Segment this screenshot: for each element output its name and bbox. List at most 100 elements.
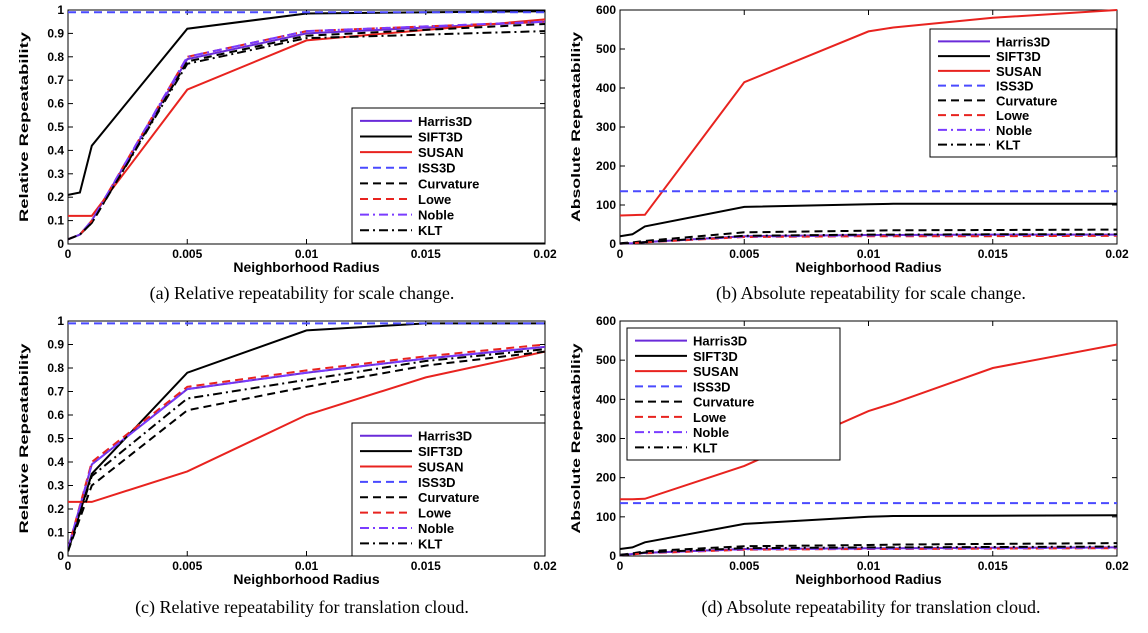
y-tick-label: 0.9 — [47, 338, 64, 352]
y-tick-label: 0.7 — [47, 385, 64, 399]
chart-panel: 0 0.005 0.01 0.015 0.02 0 100 200 300 400 500 600 Ne… — [569, 314, 1129, 618]
legend-label: Lowe — [996, 108, 1029, 123]
x-tick-label: 0.01 — [295, 247, 319, 261]
series-line — [620, 9, 1117, 217]
legend-label: ISS3D — [418, 475, 456, 490]
legend-box — [626, 327, 841, 461]
y-tick-label: 0.2 — [47, 502, 64, 516]
series-line — [68, 23, 545, 241]
y-tick-label: 0.6 — [47, 97, 64, 111]
legend-label: ISS3D — [996, 79, 1034, 94]
y-tick-label: 0.8 — [47, 50, 64, 64]
y-tick-label: 100 — [596, 198, 616, 212]
series-line — [620, 514, 1117, 550]
legend-box — [351, 422, 546, 557]
x-tick-label: 0.015 — [411, 247, 441, 261]
legend-label: Harris3D — [418, 114, 472, 129]
x-axis-label: Neighborhood Radius — [795, 571, 941, 587]
legend-label: Harris3D — [693, 334, 747, 349]
x-tick-label: 0 — [617, 559, 624, 573]
y-tick-label: 400 — [596, 81, 616, 95]
series-line — [68, 345, 545, 550]
y-tick-label: 0.3 — [47, 479, 64, 493]
legend-label: Curvature — [418, 176, 479, 191]
legend-label: Curvature — [418, 490, 479, 505]
figure-caption: (b) Absolute repeatability for scale cha… — [716, 283, 1026, 304]
legend-label: KLT — [693, 440, 717, 455]
y-axis-label: Relative Repeatability — [17, 32, 31, 222]
legend-label: ISS3D — [693, 379, 731, 394]
series-line — [620, 545, 1117, 557]
y-tick-label: 0.1 — [47, 526, 64, 540]
series-line — [68, 20, 545, 241]
chart-panel: 0 0.005 0.01 0.015 0.02 0 0.1 0.2 0.3 0.4 0.5 0.6 0.… — [17, 314, 557, 618]
legend-label: Noble — [693, 425, 729, 440]
legend-label: SIFT3D — [418, 444, 463, 459]
series-line — [68, 350, 545, 552]
x-tick-label: 0.005 — [172, 247, 202, 261]
y-tick-label: 0.9 — [47, 26, 64, 40]
x-tick-label: 0.015 — [411, 559, 441, 573]
legend-box — [351, 107, 546, 244]
legend-label: Lowe — [418, 192, 451, 207]
legend-label: SIFT3D — [996, 49, 1041, 64]
legend-label: Curvature — [996, 93, 1057, 108]
y-tick-label: 500 — [596, 42, 616, 56]
y-tick-label: 200 — [596, 159, 616, 173]
y-tick-label: 0.8 — [47, 361, 64, 375]
y-axis-label: Relative Repeatability — [17, 343, 31, 533]
x-tick-label: 0.02 — [1105, 559, 1129, 573]
x-tick-label: 0.01 — [295, 559, 319, 573]
y-tick-label: 1 — [57, 314, 64, 328]
legend-label: SUSAN — [996, 64, 1042, 79]
series-line — [68, 18, 545, 217]
y-tick-label: 200 — [596, 471, 616, 485]
x-tick-label: 0.015 — [978, 559, 1008, 573]
y-tick-label: 0.4 — [47, 455, 64, 469]
chart-panel: 0 0.005 0.01 0.015 0.02 0 100 200 300 400 500 600 Ne… — [569, 3, 1129, 304]
y-tick-label: 400 — [596, 392, 616, 406]
x-axis-label: Neighborhood Radius — [233, 259, 379, 275]
legend-label: SIFT3D — [693, 349, 738, 364]
x-tick-label: 0.02 — [533, 559, 557, 573]
legend-label: SIFT3D — [418, 129, 463, 144]
x-tick-label: 0.01 — [857, 247, 881, 261]
x-axis-label: Neighborhood Radius — [795, 259, 941, 275]
x-tick-label: 0.02 — [533, 247, 557, 261]
y-tick-label: 0.1 — [47, 214, 64, 228]
x-tick-label: 0.01 — [857, 559, 881, 573]
series-line — [620, 233, 1117, 245]
figure-caption: (c) Relative repeatability for translati… — [135, 597, 469, 618]
y-tick-label: 0.2 — [47, 190, 64, 204]
y-axis-label: Absolute Repeatability — [569, 343, 583, 533]
y-tick-label: 0 — [609, 549, 616, 563]
series-line — [68, 350, 545, 503]
legend-label: Harris3D — [418, 429, 472, 444]
y-tick-label: 0.5 — [47, 432, 64, 446]
legend-label: KLT — [996, 138, 1020, 153]
y-tick-label: 0.7 — [47, 73, 64, 87]
x-tick-label: 0.005 — [729, 559, 759, 573]
x-axis-label: Neighborhood Radius — [233, 571, 379, 587]
y-tick-label: 300 — [596, 432, 616, 446]
y-tick-label: 100 — [596, 510, 616, 524]
y-tick-label: 600 — [596, 314, 616, 328]
series-line — [68, 30, 545, 241]
x-tick-label: 0.015 — [978, 247, 1008, 261]
x-tick-label: 0.005 — [729, 247, 759, 261]
series-line — [68, 343, 545, 550]
y-tick-label: 0 — [57, 549, 64, 563]
legend-label: SUSAN — [418, 459, 464, 474]
figure-caption: (d) Absolute repeatability for translati… — [702, 597, 1041, 618]
y-tick-label: 0.5 — [47, 120, 64, 134]
legend-box — [929, 28, 1117, 158]
y-tick-label: 600 — [596, 3, 616, 17]
legend-label: Noble — [418, 208, 454, 223]
legend-label: SUSAN — [418, 145, 464, 160]
y-tick-label: 0.4 — [47, 143, 64, 157]
y-tick-label: 500 — [596, 353, 616, 367]
legend-label: KLT — [418, 223, 442, 238]
y-tick-label: 0 — [609, 237, 616, 251]
legend-label: Noble — [996, 123, 1032, 138]
legend-label: Harris3D — [996, 34, 1050, 49]
